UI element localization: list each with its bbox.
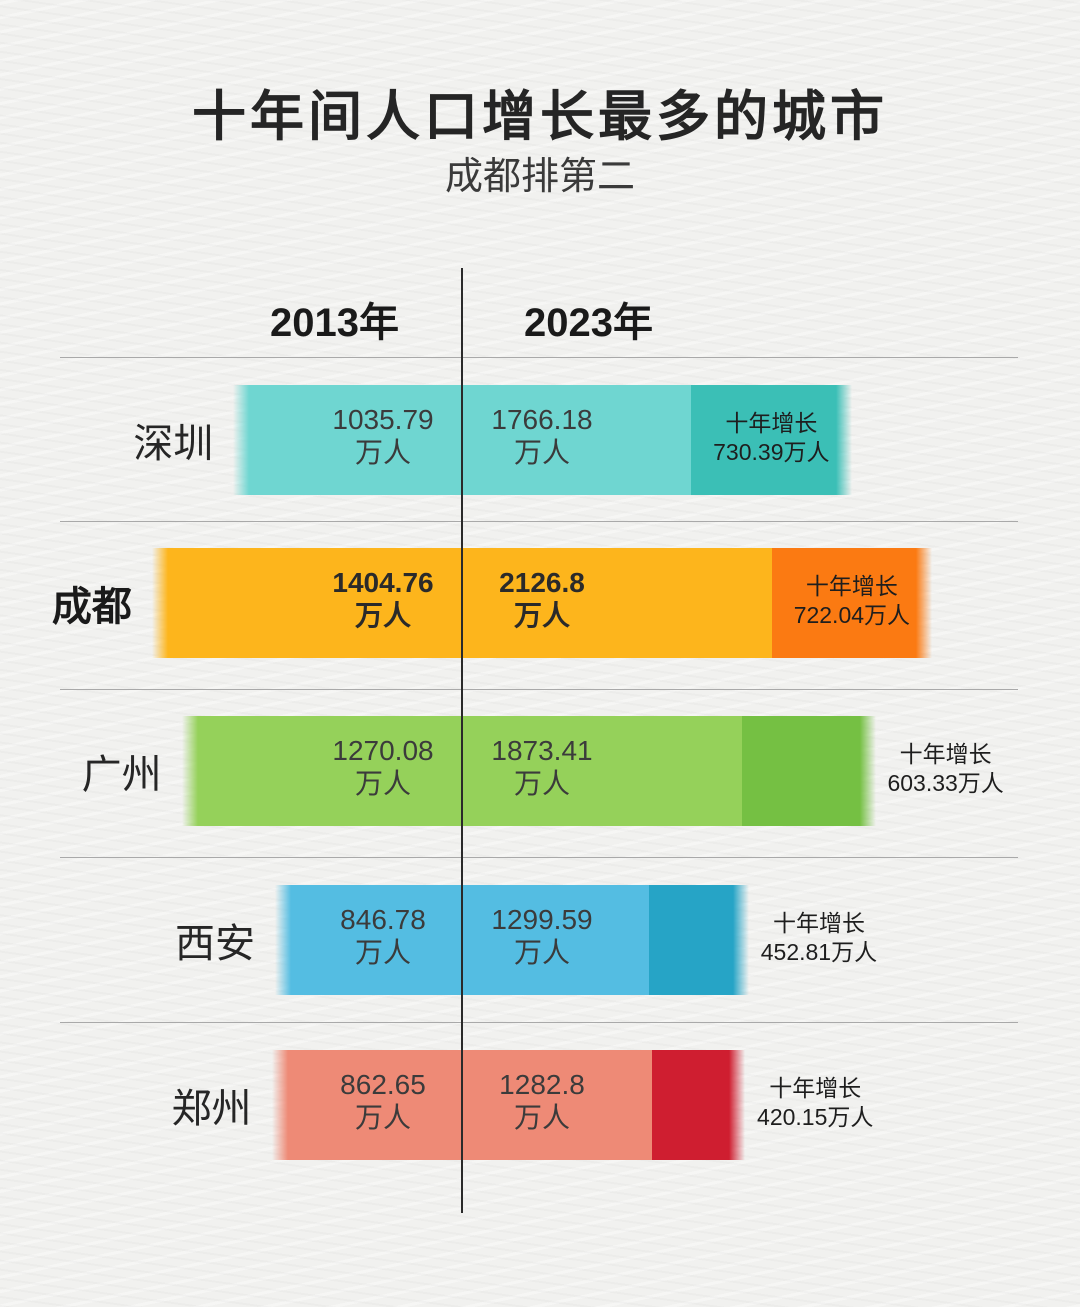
value-label-2023: 1873.41 万人 xyxy=(472,734,612,800)
unit-label: 万人 xyxy=(354,937,411,968)
row-divider xyxy=(60,521,1018,522)
value-label-2023: 2126.8 万人 xyxy=(472,566,612,632)
city-label: 郑州 xyxy=(171,1086,252,1132)
growth-value: 730.39万人 xyxy=(713,439,830,465)
growth-value: 420.15万人 xyxy=(757,1104,874,1130)
growth-label: 十年增长 722.04万人 xyxy=(767,572,937,630)
value-2013: 862.65 xyxy=(340,1069,426,1100)
value-2023: 1282.8 xyxy=(499,1069,585,1100)
growth-label: 十年增长 603.33万人 xyxy=(861,740,1031,798)
bar-2023-growth xyxy=(690,385,852,495)
unit-label: 万人 xyxy=(354,1102,411,1133)
growth-title: 十年增长 xyxy=(769,1075,862,1101)
unit-label: 万人 xyxy=(513,437,570,468)
value-label-2013: 862.65 万人 xyxy=(313,1068,453,1134)
growth-title: 十年增长 xyxy=(772,910,865,936)
bar-2023-base xyxy=(462,1050,653,1160)
bar-2013 xyxy=(275,885,462,995)
growth-title: 十年增长 xyxy=(725,410,818,436)
growth-title: 十年增长 xyxy=(805,573,898,599)
unit-label: 万人 xyxy=(354,768,411,799)
growth-title: 十年增长 xyxy=(899,741,992,767)
bar-2023-base xyxy=(462,716,743,826)
bar-row: 深圳 1035.79 万人 1766.18 万人 十年增长 730.39万人 xyxy=(0,385,1080,495)
row-divider xyxy=(60,357,1018,358)
row-divider xyxy=(60,857,1018,858)
value-label-2023: 1766.18 万人 xyxy=(472,403,612,469)
unit-label: 万人 xyxy=(513,600,570,631)
growth-value: 722.04万人 xyxy=(793,602,911,628)
unit-label: 万人 xyxy=(513,768,570,799)
value-2023: 2126.8 xyxy=(499,567,585,598)
value-label-2023: 1282.8 万人 xyxy=(472,1068,612,1134)
value-label-2013: 846.78 万人 xyxy=(313,903,453,969)
period-label-2023: 2023年 xyxy=(524,301,653,345)
unit-label: 万人 xyxy=(354,437,411,468)
bar-2013 xyxy=(233,385,462,495)
value-2013: 846.78 xyxy=(340,904,426,935)
value-label-2013: 1035.79 万人 xyxy=(313,403,453,469)
bar-2023-growth xyxy=(648,885,749,995)
value-2013: 1035.79 xyxy=(332,404,434,435)
value-2023: 1873.41 xyxy=(491,735,593,766)
bar-2023-base xyxy=(462,385,691,495)
unit-label: 万人 xyxy=(354,600,411,631)
city-label: 成都 xyxy=(51,584,132,630)
bar-row: 成都 1404.76 万人 2126.8 万人 十年增长 722.04万人 xyxy=(0,548,1080,658)
growth-label: 十年增长 420.15万人 xyxy=(730,1074,900,1132)
value-2023: 1299.59 xyxy=(491,904,593,935)
bar-2023-base xyxy=(462,885,649,995)
bar-row: 郑州 862.65 万人 1282.8 万人 十年增长 420.15万人 xyxy=(0,1050,1080,1160)
value-2023: 1766.18 xyxy=(491,404,593,435)
bar-row: 广州 1270.08 万人 1873.41 万人 十年增长 603.33万人 xyxy=(0,716,1080,826)
row-divider xyxy=(60,1022,1018,1023)
city-label: 深圳 xyxy=(133,421,214,467)
value-label-2013: 1404.76 万人 xyxy=(313,566,453,632)
row-divider xyxy=(60,689,1018,690)
center-axis-line xyxy=(461,268,463,1213)
growth-label: 十年增长 452.81万人 xyxy=(734,909,904,967)
bar-2013 xyxy=(181,716,462,826)
growth-label: 十年增长 730.39万人 xyxy=(686,409,856,467)
bar-2013 xyxy=(151,548,462,658)
city-label: 西安 xyxy=(175,921,256,967)
growth-value: 452.81万人 xyxy=(760,939,878,965)
bar-2023-growth xyxy=(742,716,876,826)
value-label-2013: 1270.08 万人 xyxy=(313,734,453,800)
bar-2023-growth xyxy=(652,1050,746,1160)
period-label-2013: 2013年 xyxy=(270,301,399,345)
unit-label: 万人 xyxy=(513,937,570,968)
bar-2023-growth xyxy=(772,548,932,658)
value-2013: 1404.76 xyxy=(332,567,434,598)
bar-2023-base xyxy=(462,548,773,658)
chart-subtitle: 成都排第二 xyxy=(444,154,635,198)
bar-row: 西安 846.78 万人 1299.59 万人 十年增长 452.81万人 xyxy=(0,885,1080,995)
chart-title: 十年间人口增长最多的城市 xyxy=(192,85,888,148)
value-label-2023: 1299.59 万人 xyxy=(472,903,612,969)
growth-value: 603.33万人 xyxy=(887,770,1004,796)
value-2013: 1270.08 xyxy=(332,735,434,766)
city-label: 广州 xyxy=(81,752,162,798)
unit-label: 万人 xyxy=(513,1102,570,1133)
bar-2013 xyxy=(271,1050,462,1160)
